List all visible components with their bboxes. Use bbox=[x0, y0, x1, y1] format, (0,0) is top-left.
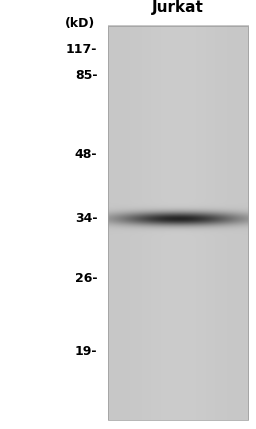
Text: (kD): (kD) bbox=[65, 17, 95, 30]
Text: 26-: 26- bbox=[75, 272, 97, 285]
Text: 34-: 34- bbox=[75, 212, 97, 225]
Text: 117-: 117- bbox=[66, 43, 97, 56]
Text: Jurkat: Jurkat bbox=[152, 0, 204, 15]
Bar bbox=[108, 26, 248, 420]
Text: 48-: 48- bbox=[75, 148, 97, 161]
Text: 19-: 19- bbox=[75, 345, 97, 358]
Text: 85-: 85- bbox=[75, 69, 97, 82]
